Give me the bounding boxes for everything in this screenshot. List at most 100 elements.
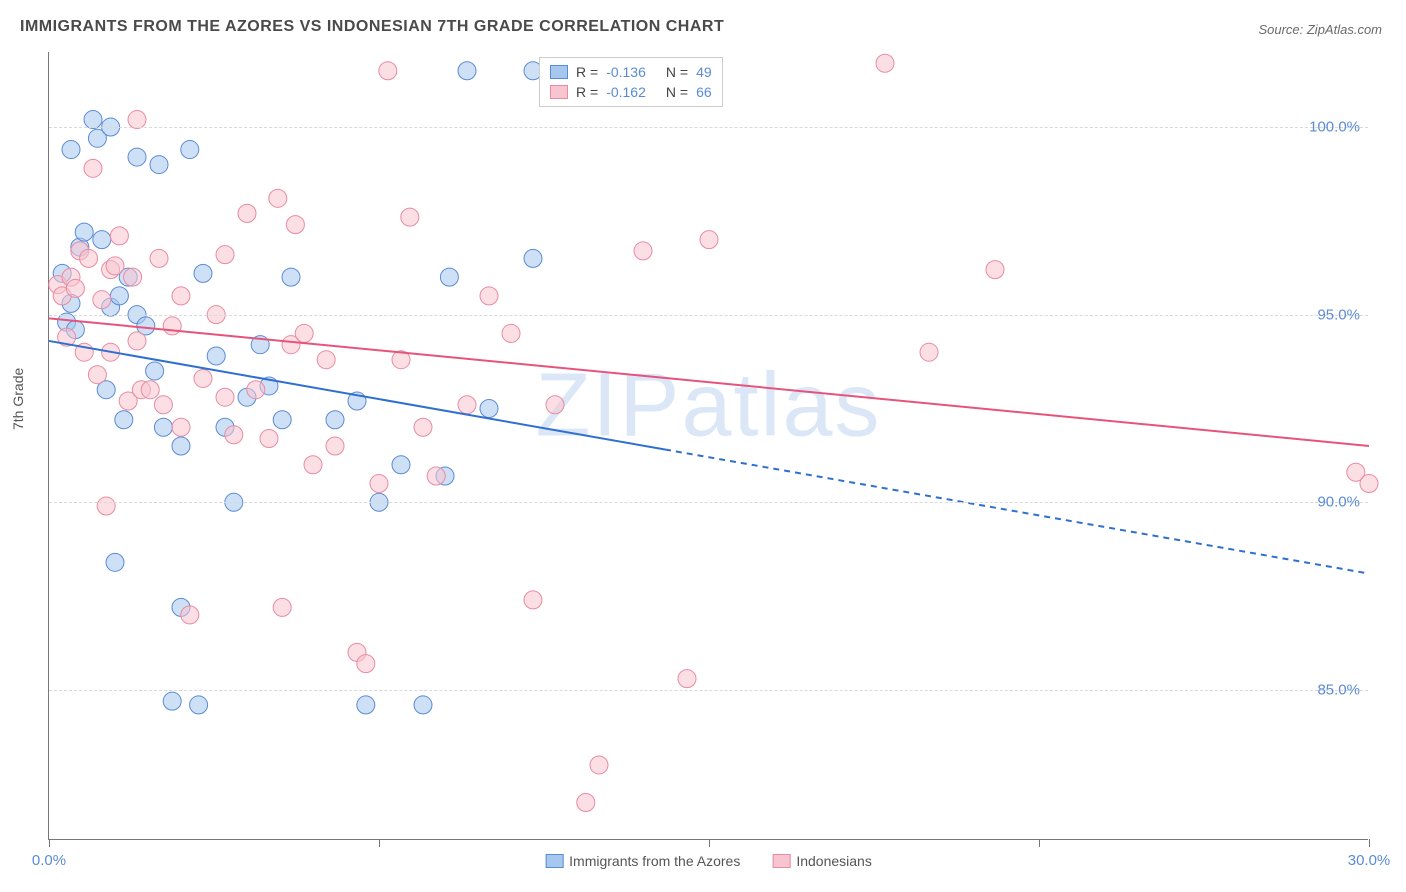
scatter-point [190,696,208,714]
scatter-point [273,598,291,616]
scatter-point [524,591,542,609]
gridline [49,315,1368,316]
stats-legend-row: R = -0.162N = 66 [550,82,712,102]
x-tick [1039,839,1040,847]
scatter-point [194,369,212,387]
scatter-point [128,332,146,350]
scatter-point [181,606,199,624]
scatter-point [502,324,520,342]
scatter-point [700,231,718,249]
scatter-point [194,264,212,282]
scatter-point [634,242,652,260]
chart-title: IMMIGRANTS FROM THE AZORES VS INDONESIAN… [20,18,724,36]
stats-legend-row: R = -0.136N = 49 [550,62,712,82]
scatter-point [106,553,124,571]
scatter-point [88,366,106,384]
scatter-point [110,287,128,305]
legend-swatch [550,65,568,79]
scatter-point [75,223,93,241]
legend-swatch [550,85,568,99]
bottom-legend-label: Immigrants from the Azores [569,853,740,869]
stat-n-label: N = [666,84,688,100]
scatter-point [414,418,432,436]
bottom-legend-label: Indonesians [796,853,872,869]
stats-legend: R = -0.136N = 49R = -0.162 N = 66 [539,57,723,107]
scatter-point [216,388,234,406]
scatter-point [480,399,498,417]
scatter-point [163,317,181,335]
scatter-point [577,793,595,811]
y-tick-label: 85.0% [1317,681,1360,698]
scatter-point [920,343,938,361]
scatter-point [154,396,172,414]
chart-svg [49,52,1368,839]
scatter-point [93,231,111,249]
scatter-point [392,456,410,474]
scatter-point [93,291,111,309]
scatter-point [128,148,146,166]
x-tick [379,839,380,847]
scatter-point [110,227,128,245]
scatter-point [154,418,172,436]
scatter-point [216,246,234,264]
scatter-point [370,475,388,493]
gridline [49,502,1368,503]
scatter-point [414,696,432,714]
y-tick-label: 95.0% [1317,306,1360,323]
source-attribution: Source: ZipAtlas.com [1258,22,1382,37]
scatter-point [269,189,287,207]
scatter-point [273,411,291,429]
y-tick-label: 90.0% [1317,494,1360,511]
scatter-point [172,418,190,436]
stat-n-label: N = [666,64,688,80]
gridline [49,690,1368,691]
scatter-point [225,426,243,444]
stat-r-value: -0.162 [606,84,646,100]
scatter-point [181,141,199,159]
scatter-point [678,670,696,688]
x-tick-label: 30.0% [1348,852,1391,869]
scatter-point [326,411,344,429]
x-tick [1369,839,1370,847]
legend-swatch [772,854,790,868]
scatter-point [106,257,124,275]
x-tick-label: 0.0% [32,852,66,869]
scatter-point [260,429,278,447]
y-tick-label: 100.0% [1309,119,1360,136]
scatter-point [80,249,98,267]
scatter-point [66,279,84,297]
scatter-point [440,268,458,286]
scatter-point [172,437,190,455]
scatter-point [986,261,1004,279]
stat-r-label: R = [576,64,598,80]
regression-line [49,318,1369,446]
scatter-point [480,287,498,305]
scatter-point [128,111,146,129]
scatter-point [62,141,80,159]
stat-n-value: 49 [696,64,712,80]
bottom-legend-item: Indonesians [772,853,872,869]
scatter-point [1360,475,1378,493]
scatter-point [546,396,564,414]
bottom-legend: Immigrants from the Azores Indonesians [545,853,872,869]
y-axis-label: 7th Grade [10,368,26,430]
bottom-legend-item: Immigrants from the Azores [545,853,740,869]
scatter-point [524,249,542,267]
scatter-point [317,351,335,369]
scatter-point [326,437,344,455]
scatter-point [295,324,313,342]
scatter-point [282,268,300,286]
stat-n-value: 66 [696,84,712,100]
scatter-point [150,156,168,174]
regression-line-extrapolated [665,450,1369,574]
scatter-point [379,62,397,80]
scatter-point [238,204,256,222]
scatter-point [304,456,322,474]
scatter-point [357,696,375,714]
plot-area: ZIPatlas R = -0.136N = 49R = -0.162N = 6… [48,52,1368,840]
scatter-point [97,497,115,515]
scatter-point [286,216,304,234]
scatter-point [124,268,142,286]
scatter-point [458,396,476,414]
scatter-point [150,249,168,267]
